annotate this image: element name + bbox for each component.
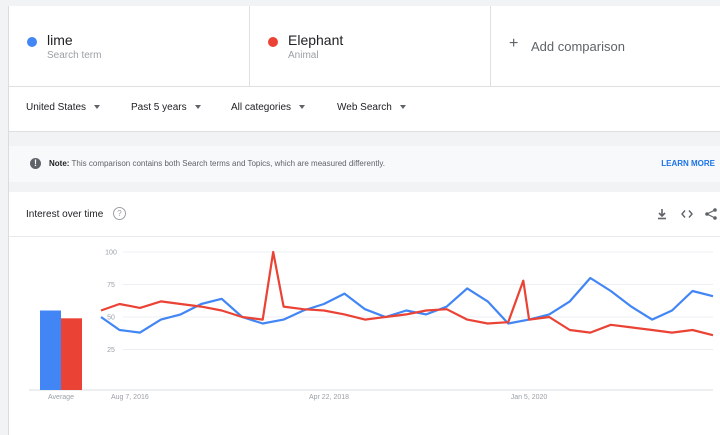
add-comparison-label: Add comparison: [531, 39, 625, 54]
y-tick-label: 75: [107, 282, 115, 289]
trends-page: lime Search term Elephant Animal + Add c…: [8, 6, 720, 435]
download-icon[interactable]: [655, 207, 669, 221]
region-dropdown[interactable]: United States: [26, 102, 101, 113]
filter-bar: United States Past 5 years All categorie…: [9, 87, 720, 132]
period-label: Past 5 years: [131, 102, 187, 113]
series-color-dot-elephant: [268, 37, 278, 47]
card-divider: [9, 236, 720, 237]
y-tick-label: 50: [107, 315, 115, 322]
card-title: Interest over time: [26, 209, 104, 220]
category-label: All categories: [231, 102, 292, 113]
comparison-note: ! Note: This comparison contains both Se…: [9, 146, 720, 182]
add-comparison-button[interactable]: + Add comparison: [491, 6, 720, 86]
term-card-elephant[interactable]: Elephant Animal: [250, 6, 491, 86]
info-icon: !: [30, 158, 41, 169]
share-icon[interactable]: [704, 207, 718, 221]
interest-over-time-card: Interest over time ? 25 50 75 100 Aug 7, 201…: [9, 193, 720, 435]
term-type: Search term: [47, 50, 102, 61]
x-tick-label: Jan 5, 2020: [511, 394, 548, 401]
property-dropdown[interactable]: Web Search: [337, 102, 406, 113]
category-dropdown[interactable]: All categories: [231, 102, 306, 113]
embed-icon[interactable]: [680, 207, 694, 221]
average-bar-lime: [40, 310, 61, 390]
note-text: Note: This comparison contains both Sear…: [49, 159, 385, 168]
interest-chart: 25 50 75 100 Aug 7, 2016 Apr 22, 2018 Jan 5, 2…: [29, 250, 714, 401]
term-name[interactable]: Elephant: [288, 32, 344, 48]
term-type: Animal: [288, 50, 319, 61]
term-name[interactable]: lime: [47, 32, 73, 48]
note-bold: Note:: [49, 159, 70, 168]
average-label: Average: [48, 394, 74, 401]
y-tick-label: 100: [105, 250, 117, 257]
compare-row: lime Search term Elephant Animal + Add c…: [9, 6, 720, 87]
period-dropdown[interactable]: Past 5 years: [131, 102, 201, 113]
region-label: United States: [26, 102, 87, 113]
chevron-down-icon: [399, 105, 406, 110]
chevron-down-icon: [194, 105, 201, 110]
chevron-down-icon: [94, 105, 101, 110]
property-label: Web Search: [337, 102, 392, 113]
help-icon[interactable]: ?: [113, 207, 126, 220]
plus-icon: +: [509, 35, 519, 52]
x-tick-label: Apr 22, 2018: [309, 394, 349, 401]
y-tick-label: 25: [107, 347, 115, 354]
x-tick-label: Aug 7, 2016: [111, 394, 149, 401]
note-body: This comparison contains both Search ter…: [69, 159, 386, 168]
series-color-dot-lime: [27, 37, 37, 47]
average-bar-elephant: [61, 318, 82, 390]
learn-more-link[interactable]: LEARN MORE: [661, 159, 715, 168]
series-line-lime: [100, 276, 714, 334]
series-line-elephant: [100, 250, 714, 337]
chevron-down-icon: [299, 105, 306, 110]
term-card-lime[interactable]: lime Search term: [9, 6, 250, 86]
